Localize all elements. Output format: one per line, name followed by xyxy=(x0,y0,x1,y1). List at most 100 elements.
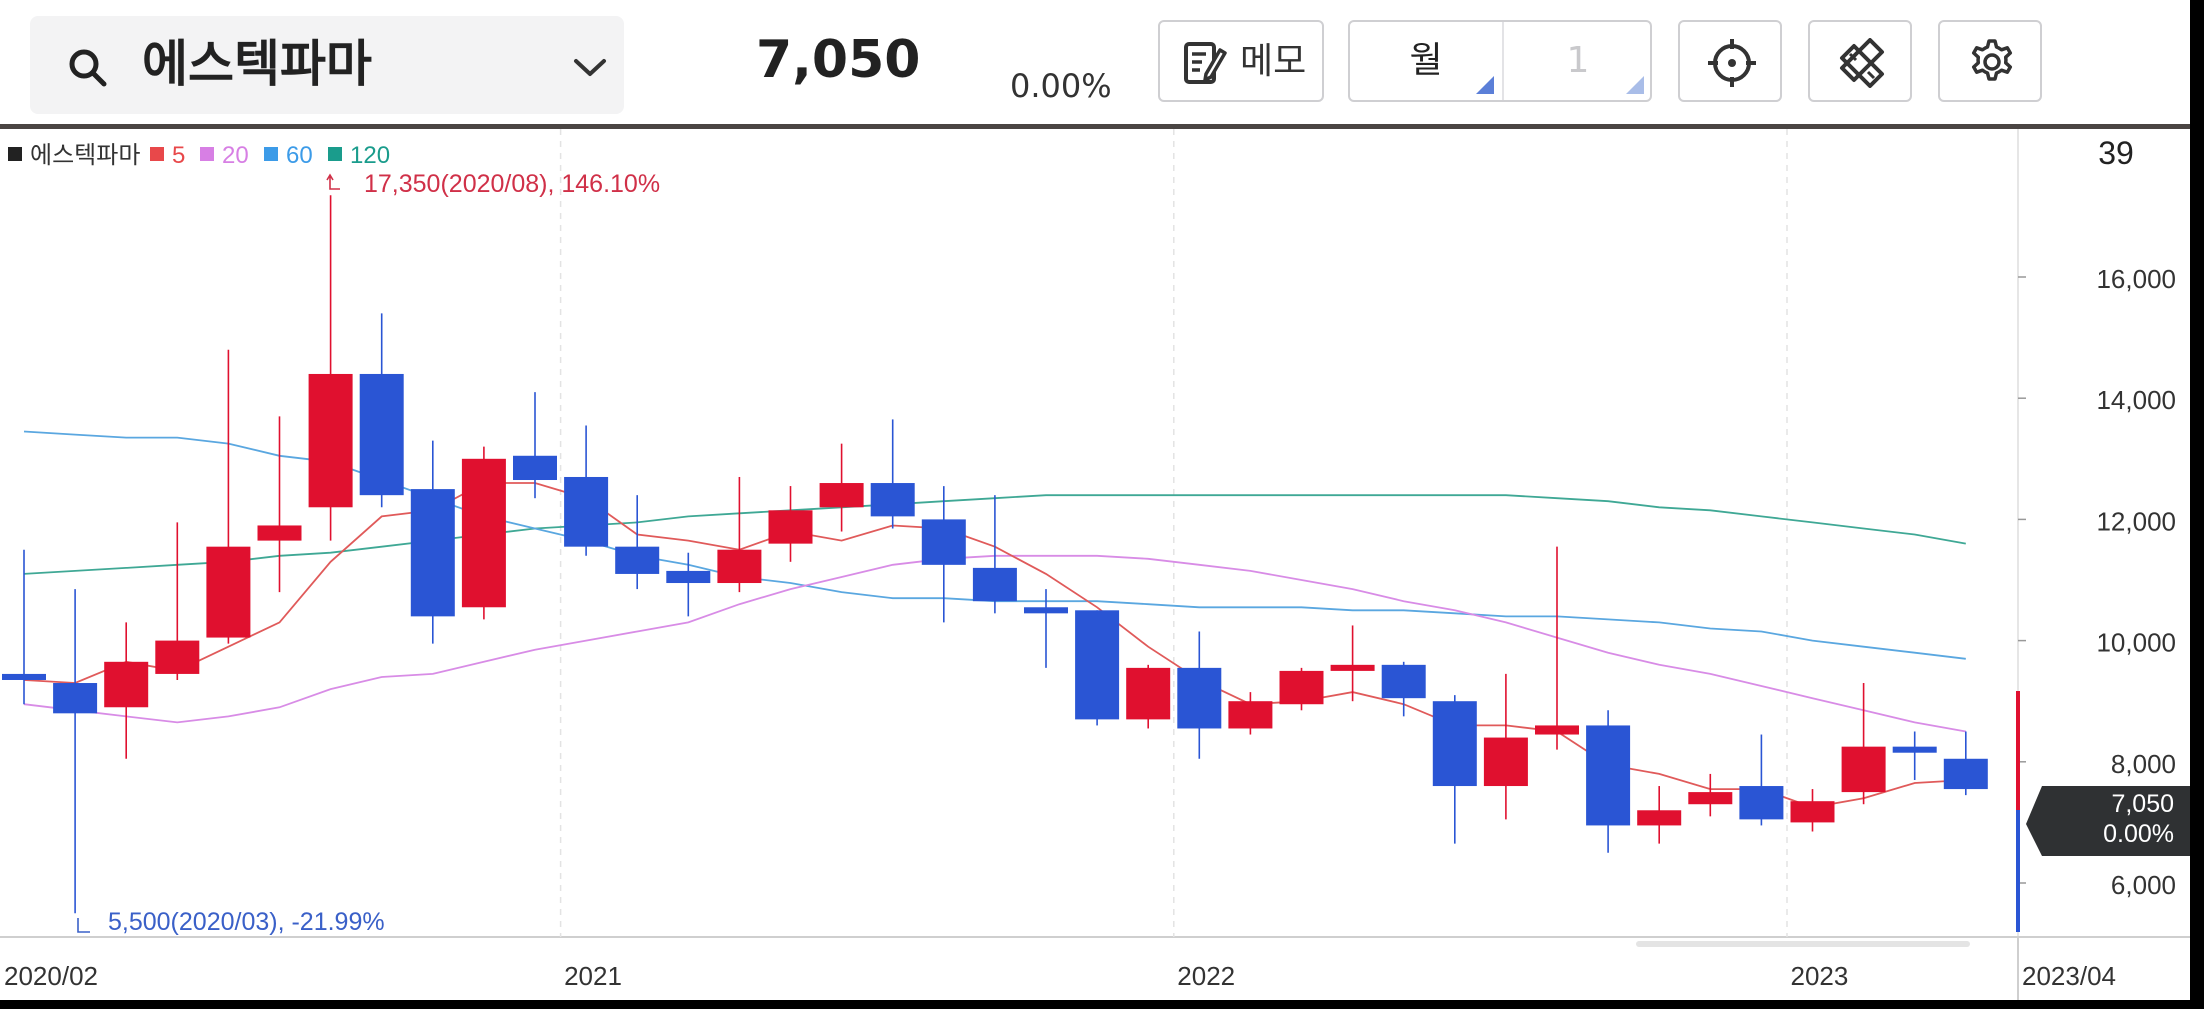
candles xyxy=(2,195,1988,914)
high-marker-icon xyxy=(326,173,340,190)
candle-body xyxy=(1586,725,1631,826)
candle-body xyxy=(1790,801,1835,823)
y-axis: 6,000 8,000 10,000 12,000 14,000 16,000 xyxy=(2018,264,2176,900)
period-count-select[interactable]: 1 xyxy=(1566,40,1590,81)
candle-body xyxy=(1483,737,1528,787)
legend-label: 60 xyxy=(286,142,313,169)
candle-body xyxy=(921,519,966,565)
candle xyxy=(972,495,1017,614)
candle-body xyxy=(717,549,762,584)
candle xyxy=(1790,789,1835,832)
memo-icon xyxy=(1184,42,1227,84)
candle xyxy=(53,589,98,914)
plot-area xyxy=(0,129,2018,937)
y-tick-label: 8,000 xyxy=(2111,749,2176,779)
candle xyxy=(1024,589,1068,668)
candle-body xyxy=(206,546,251,638)
annotations: 17,350(2020/08), 146.10% 5,500(2020/03), … xyxy=(77,170,660,936)
candle xyxy=(666,552,711,617)
candle xyxy=(1943,731,1988,796)
candle-body xyxy=(359,373,404,496)
x-tick-label: 2020/02 xyxy=(4,961,98,991)
candle-body xyxy=(1381,664,1426,699)
candle xyxy=(870,419,915,529)
dropdown-corner-icon xyxy=(1626,76,1644,94)
candle xyxy=(1177,631,1222,759)
y-tick-label: 16,000 xyxy=(2096,264,2176,294)
x-tick-label: 2023 xyxy=(1791,961,1849,991)
candle xyxy=(1892,731,1937,780)
candle-body xyxy=(104,661,149,708)
stock-name: 에스텍파마 xyxy=(142,35,372,93)
search-icon xyxy=(69,49,107,87)
candle xyxy=(1739,734,1784,826)
candle-body xyxy=(1535,725,1579,735)
dropdown-corner-icon xyxy=(1476,76,1494,94)
candle-body xyxy=(1841,746,1886,793)
candle xyxy=(1075,610,1120,726)
gear-icon xyxy=(1971,39,2013,81)
y-tick-label: 6,000 xyxy=(2111,870,2176,900)
candlestick-chart[interactable]: 6,000 8,000 10,000 12,000 14,000 16,000 2020/… xyxy=(0,129,2190,1000)
candle xyxy=(1381,661,1426,717)
candle-body xyxy=(461,458,506,608)
high-annotation: 17,350(2020/08), 146.10% xyxy=(364,170,660,198)
price-tag xyxy=(2026,786,2190,856)
candle-body xyxy=(768,510,813,544)
candle xyxy=(1688,773,1733,817)
candle-body xyxy=(2,673,46,680)
x-tick-label: 2023/04 xyxy=(2022,961,2116,991)
x-tick-label: 2022 xyxy=(1177,961,1235,991)
candle xyxy=(2,549,46,705)
candle-body xyxy=(1688,792,1733,805)
drawing-tools-button[interactable] xyxy=(1808,20,1912,102)
legend: 에스텍파마 5 20 60 120 xyxy=(8,142,390,169)
candle-body xyxy=(666,570,711,584)
candle xyxy=(564,425,609,556)
vertical-gridlines xyxy=(559,129,1788,937)
candle xyxy=(768,486,813,562)
candle-body xyxy=(410,489,455,617)
candle xyxy=(1483,673,1528,820)
chevron-down-icon[interactable] xyxy=(570,56,610,80)
legend-swatch xyxy=(150,147,164,161)
memo-label: 메모 xyxy=(1240,41,1307,82)
stock-search-box[interactable]: 에스텍파마 xyxy=(30,16,624,114)
legend-swatch xyxy=(200,147,214,161)
candle xyxy=(921,486,966,623)
low-marker-icon xyxy=(77,918,90,933)
candle xyxy=(717,476,762,593)
top-right-value: 39 xyxy=(2098,135,2134,171)
legend-swatch xyxy=(328,147,342,161)
candle-body xyxy=(1279,670,1324,705)
candle-body xyxy=(1228,701,1273,729)
candle-body xyxy=(1075,610,1120,720)
candle xyxy=(410,440,455,644)
candle-body xyxy=(1126,667,1171,720)
candle xyxy=(1637,786,1682,844)
candle xyxy=(513,392,557,499)
candle xyxy=(1228,692,1273,735)
legend-label: 20 xyxy=(222,142,249,169)
period-unit-select[interactable]: 월 xyxy=(1409,40,1443,81)
y-tick-label: 14,000 xyxy=(2096,385,2176,415)
horizontal-scrollbar[interactable] xyxy=(1636,941,1970,947)
candle xyxy=(461,446,506,620)
crosshair-icon xyxy=(1708,39,1756,87)
candle-body xyxy=(870,483,915,517)
legend-swatch xyxy=(264,147,278,161)
candle-body xyxy=(53,683,98,714)
candle-body xyxy=(1943,758,1988,790)
x-tick-label: 2021 xyxy=(564,961,622,991)
divider xyxy=(1502,22,1504,100)
candle xyxy=(1279,667,1324,711)
settings-button[interactable] xyxy=(1938,20,2042,102)
candle-body xyxy=(564,476,609,547)
memo-button[interactable]: 메모 xyxy=(1158,20,1324,102)
candle-body xyxy=(1892,746,1937,753)
candle xyxy=(155,522,200,680)
candle xyxy=(1841,683,1886,805)
crosshair-button[interactable] xyxy=(1678,20,1782,102)
